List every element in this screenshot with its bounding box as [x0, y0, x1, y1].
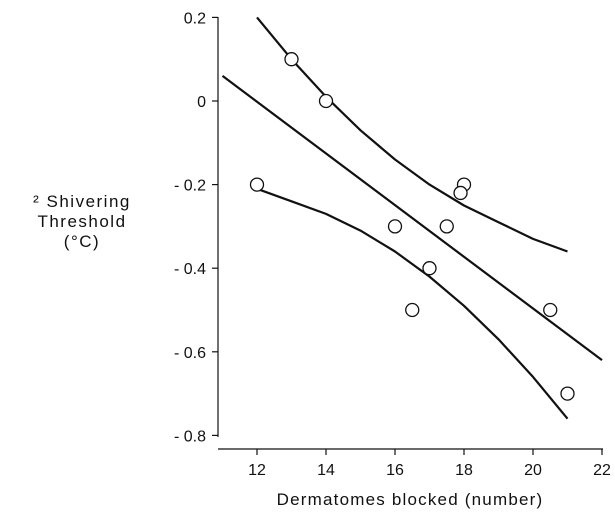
y-tick-label: - 0.8	[174, 428, 206, 445]
x-tick-label: 22	[593, 462, 611, 479]
data-point	[560, 386, 575, 401]
regression-line	[221, 75, 603, 362]
x-tick-label: 20	[524, 462, 542, 479]
y-axis-label-line-1: ² Shivering	[33, 192, 131, 211]
y-axis-label-line-3: (°C)	[63, 232, 101, 251]
data-point	[543, 302, 558, 318]
lower-confidence-band	[256, 187, 569, 420]
x-tick-label: 18	[455, 462, 473, 479]
y-tick-label: 0	[197, 94, 206, 111]
x-tick-label: 14	[317, 462, 335, 479]
data-point	[249, 177, 265, 192]
x-tick-label: 12	[248, 462, 266, 479]
x-tick-label: 16	[386, 462, 404, 479]
data-point	[439, 219, 454, 234]
data-point	[284, 52, 299, 67]
data-point	[318, 93, 334, 109]
y-axis-label: ² Shivering Threshold (°C)	[2, 192, 162, 252]
y-tick-label: 0.2	[184, 10, 206, 27]
data-point	[387, 219, 403, 234]
x-axis-label: Dermatomes blocked (number)	[276, 490, 544, 509]
data-point	[453, 185, 468, 201]
y-tick-label: - 0.2	[174, 178, 206, 195]
data-point	[405, 302, 420, 318]
data-point	[422, 261, 437, 276]
y-tick-label: - 0.6	[174, 345, 206, 362]
y-tick-label: - 0.4	[174, 261, 206, 278]
upper-confidence-band	[256, 16, 568, 253]
y-axis-label-line-2: Threshold	[37, 212, 127, 231]
